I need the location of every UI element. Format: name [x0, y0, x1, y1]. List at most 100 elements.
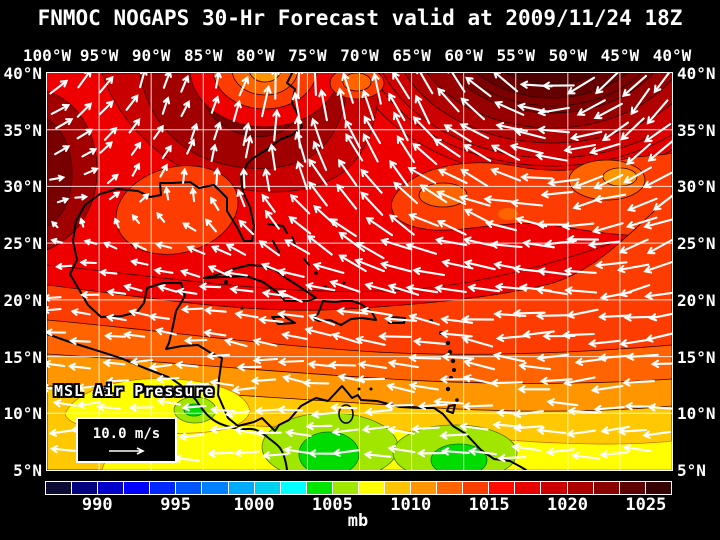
wind-arrow — [434, 284, 467, 294]
colorbar-tick-value: 990 — [81, 495, 113, 515]
wind-arrow — [288, 216, 312, 235]
wind-arrow — [417, 401, 448, 411]
wind-arrow — [268, 143, 277, 171]
wind-arrow — [123, 330, 146, 339]
wind-arrow — [231, 385, 257, 394]
colorbar-segment — [541, 482, 567, 494]
wind-arrow — [276, 405, 304, 414]
wind-arrow — [175, 287, 198, 296]
wind-arrow — [360, 191, 384, 216]
wind-arrow — [74, 193, 89, 201]
wind-speed-reference-value: 10.0 m/s — [92, 426, 161, 442]
wind-arrow — [630, 88, 651, 116]
wind-arrow — [621, 74, 648, 98]
wind-arrow — [462, 236, 496, 248]
colorbar-segment — [176, 482, 202, 494]
wind-arrow — [593, 102, 623, 120]
wind-reference-arrow-icon — [108, 447, 145, 455]
wind-arrow — [305, 422, 333, 431]
lon-tick-label: 90°W — [131, 46, 171, 65]
wind-arrow — [441, 352, 475, 362]
wind-arrow — [462, 374, 496, 386]
wind-arrow — [179, 268, 201, 278]
wind-arrow — [83, 238, 98, 246]
colorbar-segment — [202, 482, 228, 494]
wind-arrow — [239, 167, 248, 189]
colorbar-segment — [280, 482, 306, 494]
wind-arrow — [123, 283, 143, 292]
wind-arrow — [490, 144, 521, 162]
wind-arrow — [355, 375, 386, 384]
wind-arrow — [312, 140, 328, 172]
wind-arrow — [67, 362, 91, 371]
wind-arrow — [512, 423, 544, 432]
wind-arrow — [618, 284, 651, 298]
lat-tick-label-left: 5°N — [13, 461, 42, 480]
wind-arrow — [180, 74, 190, 93]
wind-arrow — [257, 315, 284, 325]
wind-arrow — [336, 307, 369, 316]
wind-arrow — [47, 328, 67, 337]
wind-arrow — [644, 291, 672, 300]
wind-arrow — [463, 358, 496, 371]
colorbar-segment — [72, 482, 98, 494]
wind-arrow — [509, 142, 542, 154]
wind-arrow — [329, 403, 358, 412]
wind-arrow — [561, 330, 595, 340]
wind-arrow — [54, 145, 71, 156]
wind-arrow — [131, 162, 141, 177]
wind-arrow — [440, 447, 470, 456]
colorbar-segment — [515, 482, 541, 494]
colorbar-tick-value: 1020 — [547, 495, 588, 515]
wind-arrow — [387, 426, 416, 435]
wind-arrow — [308, 158, 328, 186]
lat-tick-label-right: 10°N — [677, 404, 716, 424]
wind-arrow — [224, 409, 251, 418]
wind-arrow — [206, 449, 234, 458]
colorbar-segment — [332, 482, 358, 494]
wind-arrow — [131, 242, 147, 251]
wind-arrow — [186, 138, 196, 155]
wind-arrow — [210, 95, 220, 114]
wind-arrow — [103, 332, 127, 341]
wind-arrow — [234, 426, 260, 436]
wind-arrow — [282, 446, 310, 455]
colorbar-tick-value: 1015 — [468, 495, 510, 515]
wind-arrow — [189, 186, 197, 203]
wind-arrow — [238, 219, 255, 236]
wind-arrow — [233, 448, 261, 458]
wind-arrow — [125, 94, 139, 111]
colorbar-tick-value: 1025 — [625, 495, 667, 515]
wind-arrow — [597, 353, 631, 362]
lon-tick-label: 85°W — [183, 46, 223, 65]
wind-arrow — [236, 363, 262, 372]
wind-arrow — [566, 308, 599, 319]
wind-arrow — [80, 291, 100, 299]
wind-arrow — [98, 268, 118, 277]
wind-arrow — [405, 284, 439, 294]
wind-arrow — [408, 381, 440, 391]
lat-tick-label-right: 30°N — [677, 177, 716, 197]
wind-arrow — [271, 73, 280, 100]
wind-arrow — [408, 212, 439, 227]
wind-arrow — [512, 409, 544, 419]
wind-arrow — [439, 329, 473, 339]
wind-arrow — [98, 75, 114, 94]
wind-arrow — [210, 196, 220, 211]
wind-arrow — [210, 143, 218, 163]
wind-arrow — [563, 376, 596, 387]
wind-arrow — [49, 445, 77, 454]
wind-arrow — [96, 403, 121, 412]
lat-tick-label-left: 20°N — [3, 290, 42, 310]
wind-arrow — [337, 158, 358, 187]
wind-arrow — [103, 126, 118, 141]
wind-arrow — [518, 361, 552, 371]
wind-arrow — [250, 376, 277, 385]
wind-arrow — [252, 337, 278, 347]
wind-arrow — [180, 100, 191, 118]
wind-arrow — [113, 217, 120, 229]
wind-arrow — [616, 263, 650, 274]
wind-arrow — [419, 184, 448, 204]
wind-arrow — [642, 430, 672, 439]
